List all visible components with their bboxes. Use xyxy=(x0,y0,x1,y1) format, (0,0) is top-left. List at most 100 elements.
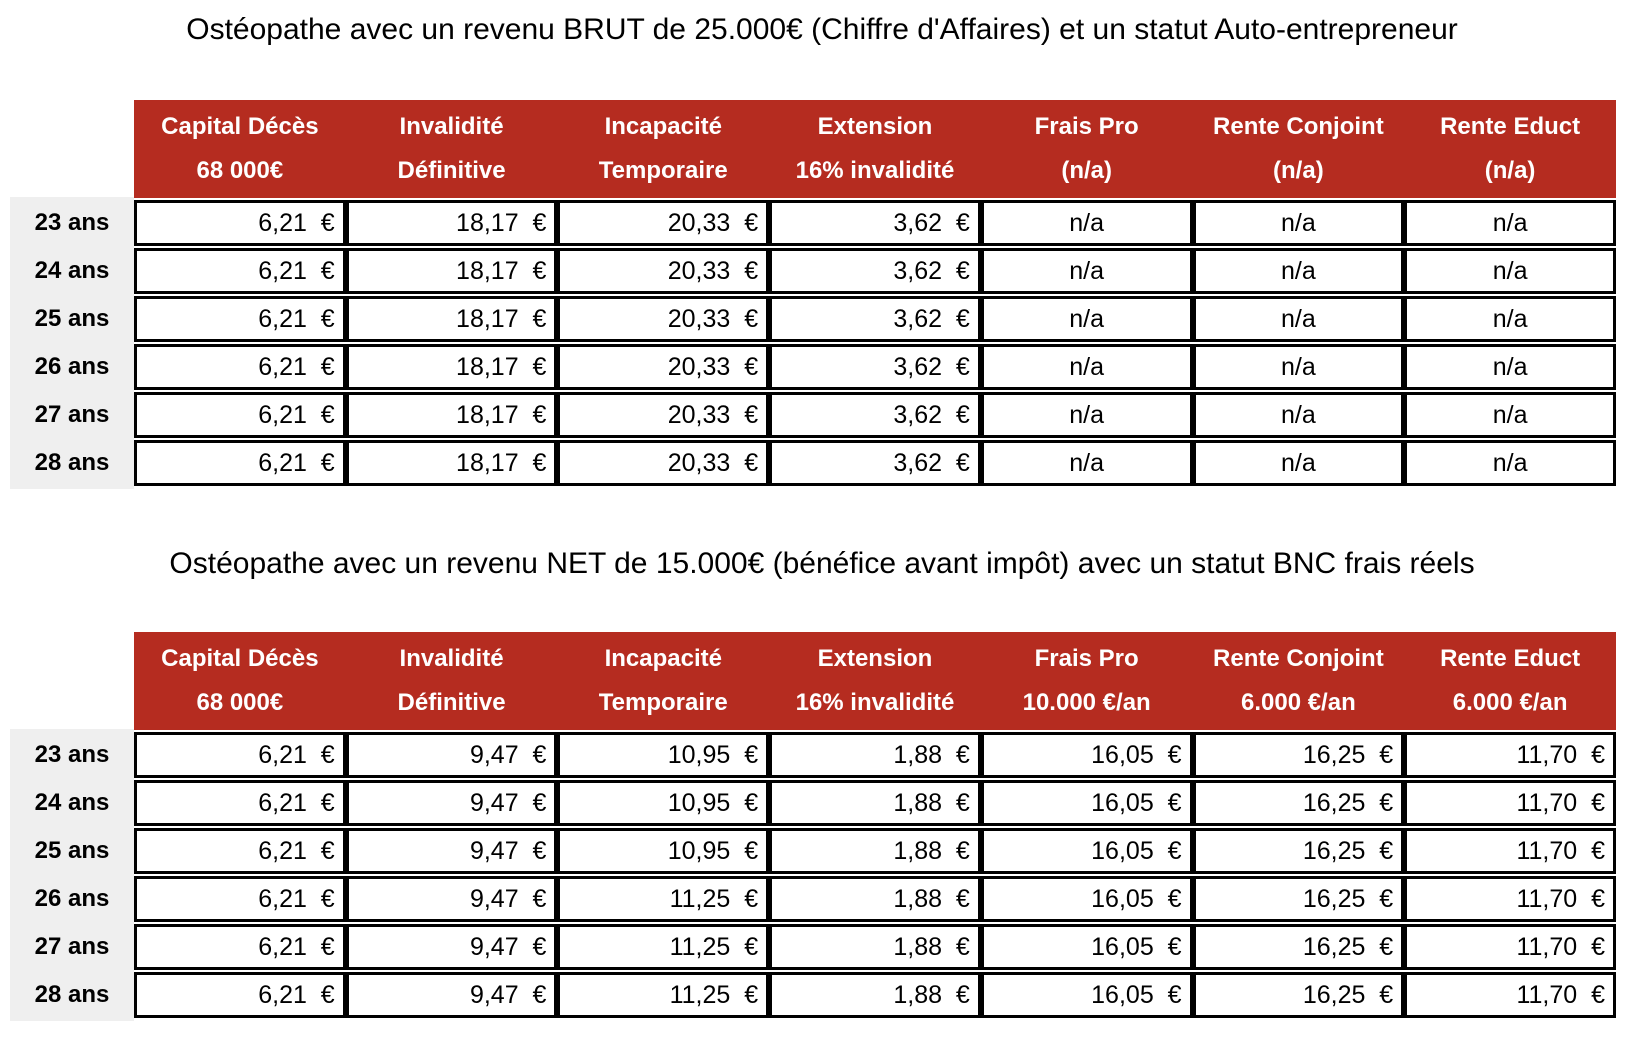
corner-spacer xyxy=(10,100,134,198)
column-header: Frais Pro (n/a) xyxy=(980,100,1193,198)
na-cell: n/a xyxy=(1192,296,1405,342)
column-header-line1: Incapacité xyxy=(604,113,722,140)
row-label: 27 ans xyxy=(10,392,134,438)
na-cell: n/a xyxy=(1404,440,1616,486)
price-cell: 6,21 € xyxy=(134,296,346,342)
column-header-line1: Rente Educt xyxy=(1440,113,1581,140)
section-net: Ostéopathe avec un revenu NET de 15.000€… xyxy=(0,546,1644,1020)
section-brut: Ostéopathe avec un revenu BRUT de 25.000… xyxy=(0,0,1644,488)
price-cell: 1,88 € xyxy=(769,828,981,874)
column-header: Incapacité Temporaire xyxy=(557,632,770,730)
column-header-line1: Frais Pro xyxy=(1034,113,1139,140)
price-cell: 16,05 € xyxy=(980,732,1193,778)
column-header: Capital Décès 68 000€ xyxy=(134,100,346,198)
column-header-line2: (n/a) xyxy=(1273,157,1324,184)
column-header-line2: 16% invalidité xyxy=(795,157,955,184)
price-cell: 11,70 € xyxy=(1404,924,1616,970)
row-label: 26 ans xyxy=(10,344,134,390)
price-cell: 18,17 € xyxy=(345,296,558,342)
price-cell: 20,33 € xyxy=(557,248,770,294)
column-header: Incapacité Temporaire xyxy=(557,100,770,198)
table-row: 25 ans 6,21 €9,47 €10,95 €1,88 €16,05 €16… xyxy=(10,828,1616,874)
price-cell: 16,25 € xyxy=(1192,732,1405,778)
price-cell: 11,70 € xyxy=(1404,972,1616,1018)
column-header-line2: (n/a) xyxy=(1484,157,1536,184)
na-cell: n/a xyxy=(1404,392,1616,438)
table-row: 23 ans 6,21 €9,47 €10,95 €1,88 €16,05 €16… xyxy=(10,732,1616,778)
price-cell: 16,05 € xyxy=(980,876,1193,922)
price-cell: 18,17 € xyxy=(345,344,558,390)
row-label: 23 ans xyxy=(10,732,134,778)
section-title-net: Ostéopathe avec un revenu NET de 15.000€… xyxy=(169,547,1475,580)
table-row: 26 ans 6,21 €9,47 €11,25 €1,88 €16,05 €16… xyxy=(10,876,1616,922)
na-cell: n/a xyxy=(1404,344,1616,390)
na-cell: n/a xyxy=(980,392,1193,438)
price-cell: 16,05 € xyxy=(980,924,1193,970)
price-cell: 6,21 € xyxy=(134,876,346,922)
price-cell: 16,25 € xyxy=(1192,828,1405,874)
row-label: 26 ans xyxy=(10,876,134,922)
price-cell: 6,21 € xyxy=(134,392,346,438)
column-header-line2: 10.000 €/an xyxy=(1022,689,1151,716)
price-cell: 20,33 € xyxy=(557,440,770,486)
pricing-table-net: Capital Décès 68 000€ Invalidité Définitive… xyxy=(10,630,1616,1020)
na-cell: n/a xyxy=(980,344,1193,390)
price-cell: 18,17 € xyxy=(345,200,558,246)
price-cell: 10,95 € xyxy=(557,828,770,874)
na-cell: n/a xyxy=(980,296,1193,342)
price-cell: 6,21 € xyxy=(134,924,346,970)
section-title-brut: Ostéopathe avec un revenu BRUT de 25.000… xyxy=(186,13,1458,46)
price-cell: 1,88 € xyxy=(769,780,981,826)
price-cell: 20,33 € xyxy=(557,392,770,438)
price-cell: 1,88 € xyxy=(769,876,981,922)
column-header: Capital Décès 68 000€ xyxy=(134,632,346,730)
column-header: Extension 16% invalidité xyxy=(769,632,981,730)
column-header-line1: Capital Décès xyxy=(161,645,319,672)
row-label: 27 ans xyxy=(10,924,134,970)
price-cell: 6,21 € xyxy=(134,972,346,1018)
column-header-line2: 6.000 €/an xyxy=(1240,689,1356,716)
price-cell: 1,88 € xyxy=(769,732,981,778)
row-label: 24 ans xyxy=(10,248,134,294)
row-label: 25 ans xyxy=(10,296,134,342)
na-cell: n/a xyxy=(1192,440,1405,486)
column-header-line2: Définitive xyxy=(397,157,506,184)
price-cell: 3,62 € xyxy=(769,392,981,438)
table-row: 24 ans 6,21 €9,47 €10,95 €1,88 €16,05 €16… xyxy=(10,780,1616,826)
table-row: 27 ans 6,21 €18,17 €20,33 €3,62 € n/a n/a n/… xyxy=(10,392,1616,438)
price-cell: 16,25 € xyxy=(1192,972,1405,1018)
price-cell: 3,62 € xyxy=(769,248,981,294)
price-cell: 11,70 € xyxy=(1404,732,1616,778)
column-header-line1: Capital Décès xyxy=(161,113,319,140)
na-cell: n/a xyxy=(1192,200,1405,246)
na-cell: n/a xyxy=(1404,200,1616,246)
column-header: Rente Educt 6.000 €/an xyxy=(1404,632,1616,730)
na-cell: n/a xyxy=(980,440,1193,486)
price-cell: 10,95 € xyxy=(557,732,770,778)
price-cell: 1,88 € xyxy=(769,924,981,970)
price-cell: 10,95 € xyxy=(557,780,770,826)
header-row: Capital Décès 68 000€ Invalidité Définitive… xyxy=(10,632,1616,730)
price-cell: 6,21 € xyxy=(134,780,346,826)
price-cell: 16,25 € xyxy=(1192,876,1405,922)
price-cell: 3,62 € xyxy=(769,440,981,486)
column-header-line2: 16% invalidité xyxy=(795,689,955,716)
na-cell: n/a xyxy=(980,248,1193,294)
column-header: Rente Conjoint 6.000 €/an xyxy=(1192,632,1405,730)
price-cell: 11,70 € xyxy=(1404,780,1616,826)
price-cell: 3,62 € xyxy=(769,200,981,246)
price-cell: 9,47 € xyxy=(345,972,558,1018)
price-cell: 18,17 € xyxy=(345,248,558,294)
column-header-line1: Extension xyxy=(817,645,933,672)
price-cell: 16,25 € xyxy=(1192,780,1405,826)
price-cell: 6,21 € xyxy=(134,200,346,246)
na-cell: n/a xyxy=(1192,344,1405,390)
price-cell: 9,47 € xyxy=(345,876,558,922)
column-header-line1: Invalidité xyxy=(399,113,504,140)
column-header: Invalidité Définitive xyxy=(345,632,558,730)
na-cell: n/a xyxy=(1192,392,1405,438)
price-cell: 9,47 € xyxy=(345,732,558,778)
price-cell: 16,05 € xyxy=(980,828,1193,874)
column-header-line2: 6.000 €/an xyxy=(1452,689,1568,716)
